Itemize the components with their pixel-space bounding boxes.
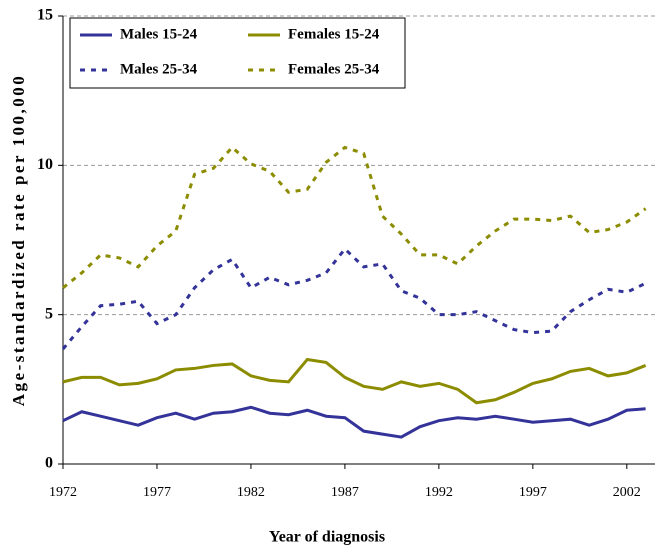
y-axis-label: Age-standardized rate per 100,000	[9, 74, 28, 406]
series-line	[62, 357, 647, 405]
series-line	[62, 145, 647, 289]
x-axis-label: Year of diagnosis	[269, 529, 385, 546]
x-tick-label: 1972	[49, 485, 77, 500]
legend-box	[69, 17, 406, 89]
x-tick-label: 2002	[613, 485, 641, 500]
y-tick-label: 5	[45, 305, 53, 322]
x-tick-label: 1977	[143, 485, 171, 500]
legend-label: Males 25-34	[120, 61, 198, 77]
y-tick-label: 0	[45, 455, 53, 472]
x-tick-label: 1992	[425, 485, 453, 500]
legend-label: Females 15-24	[288, 26, 380, 42]
y-tick-label: 10	[37, 156, 53, 173]
series-line	[61, 246, 647, 350]
y-tick-label: 15	[37, 7, 53, 24]
series-line	[62, 405, 646, 439]
legend-label: Males 15-24	[120, 26, 198, 42]
x-tick-label: 1982	[237, 485, 265, 500]
x-tick-label: 1997	[519, 485, 547, 500]
legend-label: Females 25-34	[288, 61, 380, 77]
x-tick-label: 1987	[331, 485, 359, 500]
